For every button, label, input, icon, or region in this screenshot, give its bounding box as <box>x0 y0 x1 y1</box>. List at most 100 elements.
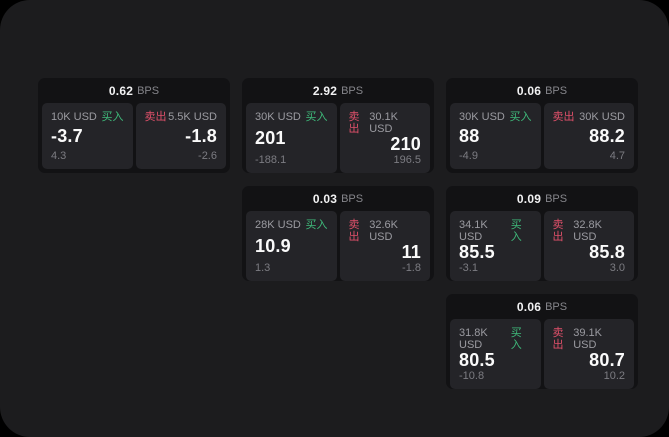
sell-panel[interactable]: 卖出 39.1K USD 80.7 10.2 <box>543 319 634 389</box>
buy-panel-header: 30K USD 买入 <box>255 111 328 123</box>
buy-panel[interactable]: 30K USD 买入 201 -188.1 <box>246 103 337 173</box>
spread-value: 0.06 <box>516 299 542 314</box>
spread-header: 0.03 BPS <box>242 186 434 211</box>
spread-value: 0.06 <box>516 83 542 98</box>
sell-delta: 4.7 <box>609 150 625 162</box>
spread-value: 0.09 <box>516 191 542 206</box>
spread-unit-label: BPS <box>545 300 568 313</box>
buy-amount: 30K USD <box>459 111 505 123</box>
sell-side-label: 卖出 <box>348 219 360 243</box>
quote-panels: 34.1K USD 买入 85.5 -3.1 卖出 32.8K USD 85.8… <box>446 211 638 285</box>
spread-header: 2.92 BPS <box>242 78 434 103</box>
buy-side-label: 买入 <box>305 111 328 123</box>
buy-panel-header: 28K USD 买入 <box>255 219 328 231</box>
quote-panels: 10K USD 买入 -3.7 4.3 卖出 5.5K USD -1.8 -2.… <box>38 103 230 173</box>
buy-side-label: 买入 <box>305 219 328 231</box>
spread-header: 0.06 BPS <box>446 78 638 103</box>
buy-amount: 31.8K USD <box>459 327 488 351</box>
sell-price: 210 <box>390 134 421 154</box>
quote-card: 0.06 BPS 31.8K USD 买入 80.5 -10.8 卖出 39.1… <box>446 294 638 389</box>
buy-side-label: 买入 <box>101 111 124 123</box>
sell-side-label: 卖出 <box>348 111 360 135</box>
sell-delta: 3.0 <box>609 262 625 274</box>
spread-value: 2.92 <box>312 83 338 98</box>
sell-panel-header: 卖出 32.6K USD <box>349 219 422 243</box>
spread-header: 0.06 BPS <box>446 294 638 319</box>
sell-amount: 30K USD <box>579 111 625 123</box>
sell-price: -1.8 <box>185 126 217 146</box>
sell-panel[interactable]: 卖出 30K USD 88.2 4.7 <box>543 103 634 169</box>
sell-price: 88.2 <box>589 126 625 146</box>
quote-card: 2.92 BPS 30K USD 买入 201 -188.1 卖出 30.1K … <box>242 78 434 173</box>
buy-side-label: 买入 <box>510 327 522 351</box>
sell-amount: 32.6K USD <box>369 219 398 243</box>
sell-panel-header: 卖出 39.1K USD <box>553 327 626 351</box>
buy-amount: 10K USD <box>51 111 97 123</box>
buy-panel-header: 30K USD 买入 <box>459 111 532 123</box>
spread-unit-label: BPS <box>341 192 364 205</box>
spread-unit-label: BPS <box>545 192 568 205</box>
sell-price: 11 <box>401 242 421 262</box>
sell-amount: 30.1K USD <box>369 111 398 135</box>
quotes-grid: 0.62 BPS 10K USD 买入 -3.7 4.3 卖出 5.5K USD… <box>38 78 638 389</box>
buy-panel[interactable]: 31.8K USD 买入 80.5 -10.8 <box>450 319 541 389</box>
sell-delta: 10.2 <box>603 370 625 382</box>
buy-price: 201 <box>255 128 286 148</box>
buy-delta: 1.3 <box>255 262 271 274</box>
sell-panel-header: 卖出 5.5K USD <box>145 111 218 123</box>
buy-delta: -188.1 <box>255 154 287 166</box>
buy-amount: 30K USD <box>255 111 301 123</box>
quote-card: 0.06 BPS 30K USD 买入 88 -4.9 卖出 30K USD 8… <box>446 78 638 173</box>
buy-panel-header: 31.8K USD 买入 <box>459 327 532 351</box>
buy-price: 10.9 <box>255 236 291 256</box>
sell-delta: -2.6 <box>198 150 217 162</box>
sell-panel[interactable]: 卖出 32.8K USD 85.8 3.0 <box>543 211 634 281</box>
buy-panel[interactable]: 28K USD 买入 10.9 1.3 <box>246 211 337 281</box>
sell-side-label: 卖出 <box>552 327 564 351</box>
sell-amount: 5.5K USD <box>168 111 217 123</box>
buy-panel-header: 10K USD 买入 <box>51 111 124 123</box>
sell-panel[interactable]: 卖出 30.1K USD 210 196.5 <box>339 103 430 173</box>
buy-panel[interactable]: 34.1K USD 买入 85.5 -3.1 <box>450 211 541 281</box>
sell-panel[interactable]: 卖出 5.5K USD -1.8 -2.6 <box>135 103 226 169</box>
buy-price: 80.5 <box>459 350 495 370</box>
buy-price: -3.7 <box>51 126 83 146</box>
spread-header: 0.62 BPS <box>38 78 230 103</box>
buy-amount: 28K USD <box>255 219 301 231</box>
quote-card: 0.62 BPS 10K USD 买入 -3.7 4.3 卖出 5.5K USD… <box>38 78 230 173</box>
buy-delta: -4.9 <box>459 150 478 162</box>
buy-panel[interactable]: 10K USD 买入 -3.7 4.3 <box>42 103 133 169</box>
quote-card: 0.03 BPS 28K USD 买入 10.9 1.3 卖出 32.6K US… <box>242 186 434 281</box>
sell-side-label: 卖出 <box>144 111 167 123</box>
sell-side-label: 卖出 <box>552 219 564 243</box>
sell-panel-header: 卖出 32.8K USD <box>553 219 626 243</box>
quote-card: 0.09 BPS 34.1K USD 买入 85.5 -3.1 卖出 32.8K… <box>446 186 638 281</box>
quote-panels: 30K USD 买入 88 -4.9 卖出 30K USD 88.2 4.7 <box>446 103 638 173</box>
spread-unit-label: BPS <box>137 84 160 97</box>
sell-panel-header: 卖出 30K USD <box>553 111 626 123</box>
sell-panel-header: 卖出 30.1K USD <box>349 111 422 135</box>
buy-price: 85.5 <box>459 242 495 262</box>
sell-delta: -1.8 <box>402 262 421 274</box>
sell-delta: 196.5 <box>393 154 421 166</box>
buy-delta: -10.8 <box>459 370 485 382</box>
buy-panel[interactable]: 30K USD 买入 88 -4.9 <box>450 103 541 169</box>
buy-price: 88 <box>459 126 480 146</box>
buy-amount: 34.1K USD <box>459 219 488 243</box>
sell-amount: 39.1K USD <box>573 327 602 351</box>
sell-side-label: 卖出 <box>552 111 575 123</box>
sell-panel[interactable]: 卖出 32.6K USD 11 -1.8 <box>339 211 430 281</box>
spread-unit-label: BPS <box>341 84 364 97</box>
quote-panels: 28K USD 买入 10.9 1.3 卖出 32.6K USD 11 -1.8 <box>242 211 434 285</box>
buy-side-label: 买入 <box>510 219 522 243</box>
quote-panels: 30K USD 买入 201 -188.1 卖出 30.1K USD 210 1… <box>242 103 434 177</box>
buy-delta: 4.3 <box>51 150 67 162</box>
buy-side-label: 买入 <box>509 111 532 123</box>
spread-value: 0.62 <box>108 83 134 98</box>
spread-unit-label: BPS <box>545 84 568 97</box>
spread-header: 0.09 BPS <box>446 186 638 211</box>
quote-panels: 31.8K USD 买入 80.5 -10.8 卖出 39.1K USD 80.… <box>446 319 638 393</box>
spread-value: 0.03 <box>312 191 338 206</box>
